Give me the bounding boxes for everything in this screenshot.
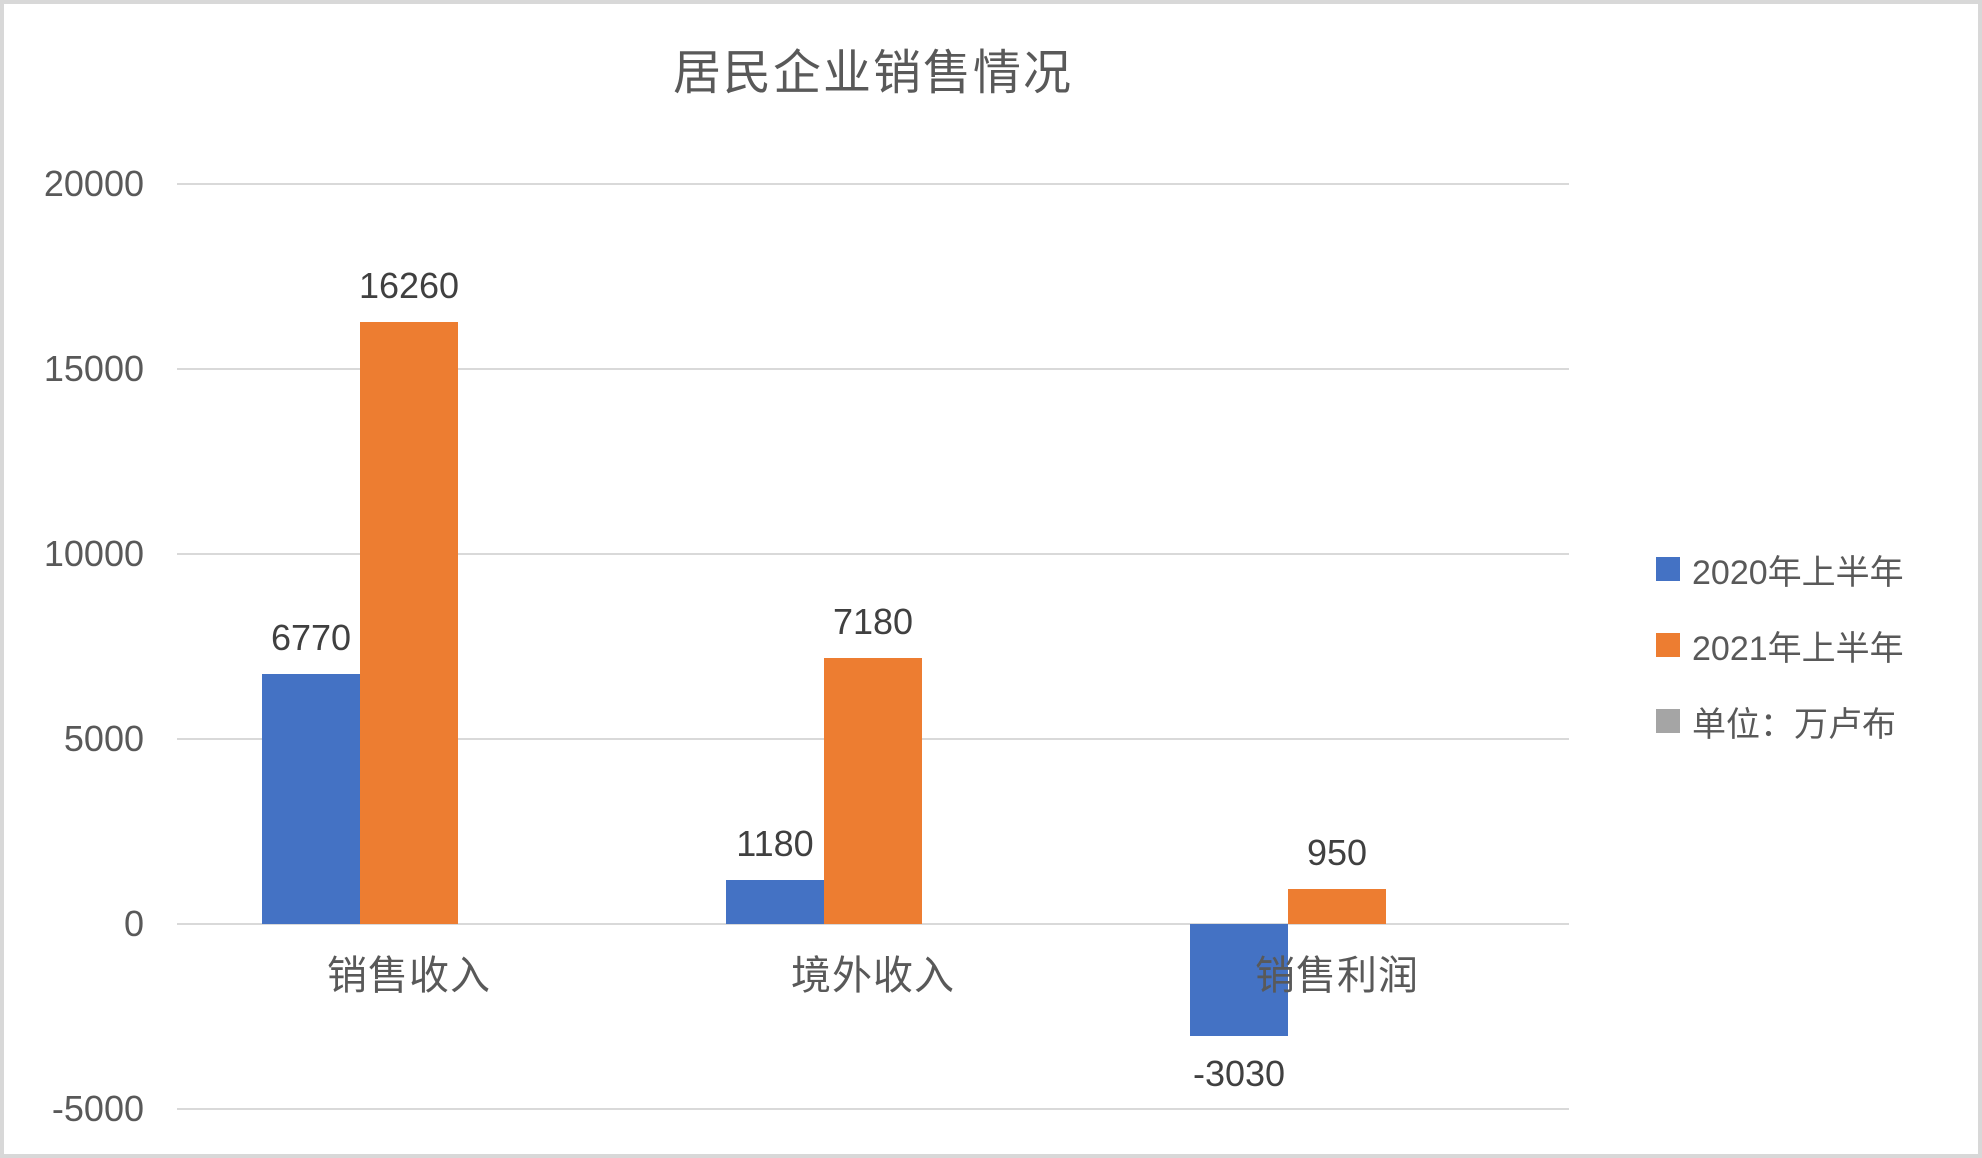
chart-title: 居民企业销售情况 [672, 47, 1073, 100]
y-axis-tick-label: -5000 [51, 1088, 144, 1129]
bar [1190, 924, 1288, 1037]
bar [726, 880, 824, 924]
y-axis-tick-label: 5000 [63, 718, 144, 759]
bar-value-label: 1180 [736, 823, 814, 865]
bar-value-label: 16260 [358, 265, 460, 307]
legend-item: 2021年上半年 [1656, 607, 1904, 683]
legend-swatch-icon [1656, 633, 1680, 657]
bar-value-label: 950 [1306, 831, 1368, 873]
bar-value-label: 6770 [270, 616, 352, 658]
bar-value-label: -3030 [1192, 1053, 1286, 1095]
y-axis-tick-label: 0 [123, 903, 144, 944]
bar [262, 673, 360, 924]
category-label: 境外收入 [791, 954, 955, 998]
chart-legend: 2020年上半年 2021年上半年 单位：万卢布 [1656, 531, 1904, 759]
gridline [177, 553, 1569, 555]
legend-swatch-icon [1656, 709, 1680, 733]
bar [360, 322, 458, 924]
category-label: 销售利润 [1255, 954, 1419, 998]
legend-label: 单位：万卢布 [1692, 705, 1896, 744]
gridline [177, 183, 1569, 185]
bar [824, 658, 922, 924]
gridline [177, 923, 1569, 925]
bar-value-label: 7180 [832, 601, 914, 643]
legend-label: 2021年上半年 [1692, 629, 1904, 668]
gridline [177, 1108, 1569, 1110]
legend-label: 2020年上半年 [1692, 553, 1904, 592]
bar [1288, 888, 1386, 924]
legend-item: 2020年上半年 [1656, 531, 1904, 607]
y-axis-tick-label: 20000 [43, 163, 144, 204]
gridline [177, 368, 1569, 370]
legend-item: 单位：万卢布 [1656, 683, 1904, 759]
y-axis-tick-label: 15000 [43, 348, 144, 389]
category-label: 销售收入 [327, 954, 491, 998]
legend-swatch-icon [1656, 557, 1680, 581]
y-axis-tick-label: 10000 [43, 533, 144, 574]
